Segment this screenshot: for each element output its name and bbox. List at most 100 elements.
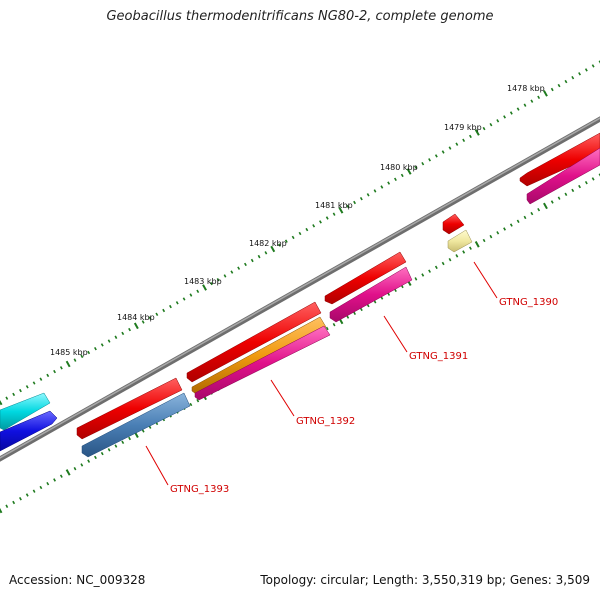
kbp-label-1478: 1478 kbp [507, 84, 545, 93]
outer-scale-minor-tick [421, 162, 425, 166]
gene-feature-cyan[interactable] [0, 392, 51, 431]
outer-scale-major-tick [133, 322, 139, 330]
outer-scale-minor-tick [73, 358, 77, 362]
outer-scale-minor-tick [373, 189, 377, 193]
outer-scale-minor-tick [557, 83, 561, 88]
gene-feature-red[interactable] [76, 377, 183, 440]
outer-scale-minor-tick [319, 220, 322, 224]
inner-scale-minor-tick [107, 448, 111, 452]
outer-scale-minor-tick [291, 235, 295, 240]
outer-scale-minor-tick [298, 231, 302, 236]
gene-feature-red[interactable] [442, 213, 465, 235]
inner-scale-minor-tick [332, 323, 336, 327]
inner-scale-minor-tick [94, 455, 97, 460]
outer-scale-minor-tick [325, 216, 329, 220]
inner-scale-minor-tick [428, 269, 431, 273]
kbp-label-1484: 1484 kbp [117, 313, 155, 322]
outer-scale-minor-tick [182, 297, 186, 301]
gene-feature-pink[interactable] [194, 325, 331, 401]
outer-scale-minor-tick [94, 347, 97, 351]
outer-scale-minor-tick [434, 154, 438, 158]
outer-scale-minor-tick [387, 181, 391, 185]
gene-label-gtng-1391[interactable]: GTNG_1391 [409, 351, 468, 362]
inner-scale-minor-tick [448, 258, 452, 262]
outer-scale-major-tick [202, 284, 207, 291]
gene-feature-steel-blue[interactable] [81, 392, 191, 458]
inner-scale-minor-tick [550, 200, 554, 204]
gene-feature-pink[interactable] [329, 266, 413, 323]
outer-scale-minor-tick [32, 381, 36, 385]
outer-scale-minor-tick [244, 262, 247, 267]
outer-tick-track [0, 60, 600, 406]
outer-scale-minor-tick [87, 350, 91, 355]
inner-scale-minor-tick [537, 208, 541, 212]
outer-scale-minor-tick [509, 111, 513, 115]
outer-scale-minor-tick [530, 99, 534, 103]
gene-feature-orange[interactable] [191, 316, 327, 395]
outer-scale-minor-tick [209, 281, 213, 286]
outer-scale-minor-tick [455, 142, 459, 146]
kbp-label-1479: 1479 kbp [444, 123, 482, 132]
outer-scale-minor-tick [284, 239, 288, 243]
outer-scale-minor-tick [394, 177, 397, 181]
outer-scale-minor-tick [571, 76, 575, 80]
kbp-label-1483: 1483 kbp [184, 277, 222, 286]
outer-scale-minor-tick [414, 165, 418, 170]
outer-scale-minor-tick [155, 312, 159, 316]
kbp-label-1480: 1480 kbp [380, 163, 418, 172]
leader-line-gtng-1393 [145, 445, 169, 486]
gene-feature-pink[interactable] [526, 147, 600, 205]
outer-scale-minor-tick [53, 369, 56, 374]
outer-scale-minor-tick [516, 107, 520, 111]
outer-scale-minor-tick [59, 366, 63, 370]
outer-scale-minor-tick [12, 392, 16, 397]
inner-scale-minor-tick [39, 485, 43, 490]
gene-feature-blue[interactable] [0, 410, 58, 452]
outer-scale-minor-tick [537, 95, 541, 99]
outer-scale-minor-tick [189, 293, 193, 297]
inner-scale-major-tick [0, 507, 3, 514]
kbp-label-1481: 1481 kbp [315, 201, 353, 210]
inner-scale-minor-tick [114, 444, 118, 448]
outer-scale-minor-tick [114, 335, 118, 339]
outer-scale-minor-tick [196, 289, 200, 293]
leader-line-gtng-1392 [270, 379, 295, 417]
gene-label-gtng-1392[interactable]: GTNG_1392 [296, 416, 355, 427]
accession-text: Accession: NC_009328 [9, 573, 146, 587]
outer-scale-minor-tick [237, 266, 241, 270]
gene-feature-red[interactable] [186, 301, 322, 383]
outer-scale-minor-tick [503, 115, 506, 119]
kbp-label-1485: 1485 kbp [50, 348, 88, 357]
inner-scale-minor-tick [455, 254, 459, 258]
outer-scale-minor-tick [141, 320, 145, 324]
inner-scale-minor-tick [462, 250, 466, 254]
gene-feature-red[interactable] [324, 251, 407, 305]
inner-scale-minor-tick [141, 429, 145, 433]
inner-scale-minor-tick [73, 467, 77, 471]
inner-scale-minor-tick [571, 188, 575, 193]
inner-scale-minor-tick [353, 311, 356, 315]
outer-scale-minor-tick [264, 251, 268, 255]
gene-feature-red[interactable] [519, 132, 600, 187]
outer-scale-minor-tick [469, 134, 472, 139]
outer-scale-minor-tick [564, 79, 568, 84]
gene-label-gtng-1390[interactable]: GTNG_1390 [499, 297, 558, 308]
outer-scale-minor-tick [162, 308, 166, 313]
outer-scale-minor-tick [148, 316, 152, 320]
gene-feature-yellow[interactable] [447, 229, 473, 253]
inner-scale-minor-tick [80, 463, 84, 467]
outer-scale-minor-tick [250, 258, 254, 263]
inner-scale-minor-tick [503, 227, 506, 231]
inner-scale-major-tick [65, 469, 71, 476]
inner-scale-minor-tick [584, 181, 588, 185]
outer-scale-minor-tick [332, 212, 336, 216]
gene-labels: GTNG_1390 GTNG_1391 GTNG_1392 GTNG_1393 [170, 297, 558, 495]
outer-scale-minor-tick [305, 227, 309, 232]
gene-label-gtng-1393[interactable]: GTNG_1393 [170, 484, 229, 495]
genome-summary-text: Topology: circular; Length: 3,550,319 bp… [260, 573, 590, 587]
outer-scale-minor-tick [400, 173, 404, 178]
inner-scale-minor-tick [441, 261, 445, 266]
inner-scale-minor-tick [189, 402, 193, 407]
outer-scale-minor-tick [107, 339, 111, 343]
